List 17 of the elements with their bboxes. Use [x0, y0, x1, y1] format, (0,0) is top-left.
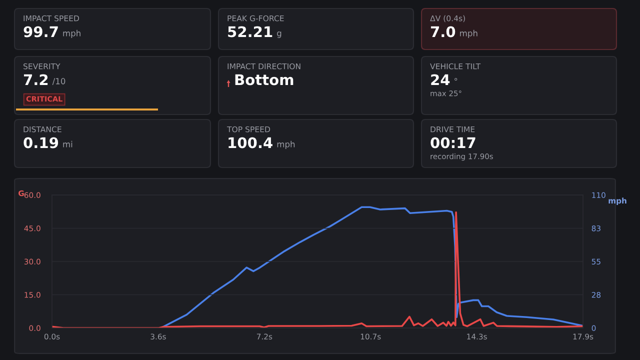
text: 24: [431, 74, 450, 86]
text: 7.0: [430, 26, 456, 38]
text: °: [454, 78, 458, 81]
text: 0.19: [24, 137, 58, 148]
text: 00:17: [430, 137, 476, 148]
text: 100.4: [228, 137, 272, 148]
text: 99.7: [24, 26, 58, 38]
text: 7.2: [24, 74, 48, 86]
text: g: [277, 32, 282, 38]
text: mph: [63, 30, 80, 38]
text: mi: [63, 140, 72, 148]
text: /10: [52, 78, 66, 85]
text: mph: [277, 140, 295, 149]
text: 52.21: [228, 26, 272, 38]
line-series: [162, 206, 583, 328]
text: mph: [460, 30, 478, 38]
text: Bottom: [235, 74, 294, 86]
